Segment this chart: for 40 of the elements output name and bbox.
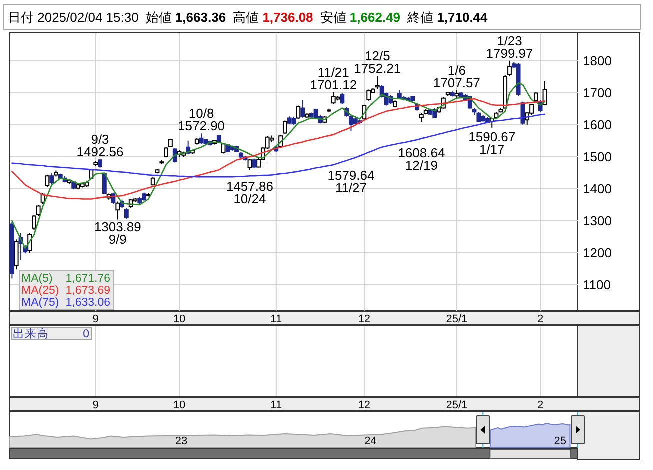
annotation: 1,671.76 xyxy=(66,273,110,285)
chart-title: 日付 2025/02/04 15:30 xyxy=(8,10,139,25)
y-tick-label: 1100 xyxy=(583,278,611,293)
category-label: 9 xyxy=(92,400,99,412)
annotation: 12/5 1752.21 xyxy=(354,48,402,76)
category-label: 12 xyxy=(358,400,371,412)
annotation: 1579.64 11/27 xyxy=(328,168,375,196)
x-tick-label: 24 xyxy=(364,436,377,448)
category-label: 10 xyxy=(173,400,186,412)
annotation: 1/6 1707.57 xyxy=(433,62,480,90)
category-label: 11 xyxy=(270,400,282,412)
legend: MA(5) 1,671.76 MA(25) 1,673.69 MA(75) 1,633.06 xyxy=(19,270,114,310)
y-tick-label: 1300 xyxy=(583,214,612,228)
category-label: 2 xyxy=(538,400,544,412)
annotation: 1608.64 12/19 xyxy=(398,146,446,174)
panel-label: 出来高 0 xyxy=(11,327,92,340)
y-tick-label: 1600 xyxy=(583,117,612,132)
annotation: 1,633.06 xyxy=(66,297,110,309)
x-tick-label: 9 xyxy=(92,314,99,326)
y-tick-label: 1200 xyxy=(583,246,612,261)
y-tick-label: 1800 xyxy=(583,53,612,68)
y-tick-label: 1400 xyxy=(583,181,612,196)
y-tick-label: 1700 xyxy=(583,85,612,100)
annotation: 1,673.69 xyxy=(66,285,110,297)
x-tick-label: 12 xyxy=(358,314,371,326)
annotation: 1590.67 1/17 xyxy=(468,129,516,157)
annotation: 1457.86 10/24 xyxy=(226,178,274,206)
x-tick-label: 2 xyxy=(538,314,544,326)
annotation: 10/8 1572.90 xyxy=(178,106,226,134)
x-tick-label: 10 xyxy=(173,314,186,326)
header: 日付 2025/02/04 15:30 始値 1,663.36 高値 1,736.08 安値 1,662.49 終値 1,710.44 xyxy=(3,4,641,30)
x-tick-label: 25/1 xyxy=(446,314,468,326)
annotation: 1303.89 9/9 xyxy=(94,219,142,247)
annotation: 1/23 1799.97 xyxy=(486,33,534,61)
annotation: 9/3 1492.56 xyxy=(76,132,124,160)
x-tick-label: 25 xyxy=(554,436,567,448)
category-label: 25/1 xyxy=(446,400,468,412)
x-tick-label: 11 xyxy=(270,314,282,326)
x-tick-label: 23 xyxy=(175,436,188,448)
y-tick-label: 1500 xyxy=(583,149,612,164)
